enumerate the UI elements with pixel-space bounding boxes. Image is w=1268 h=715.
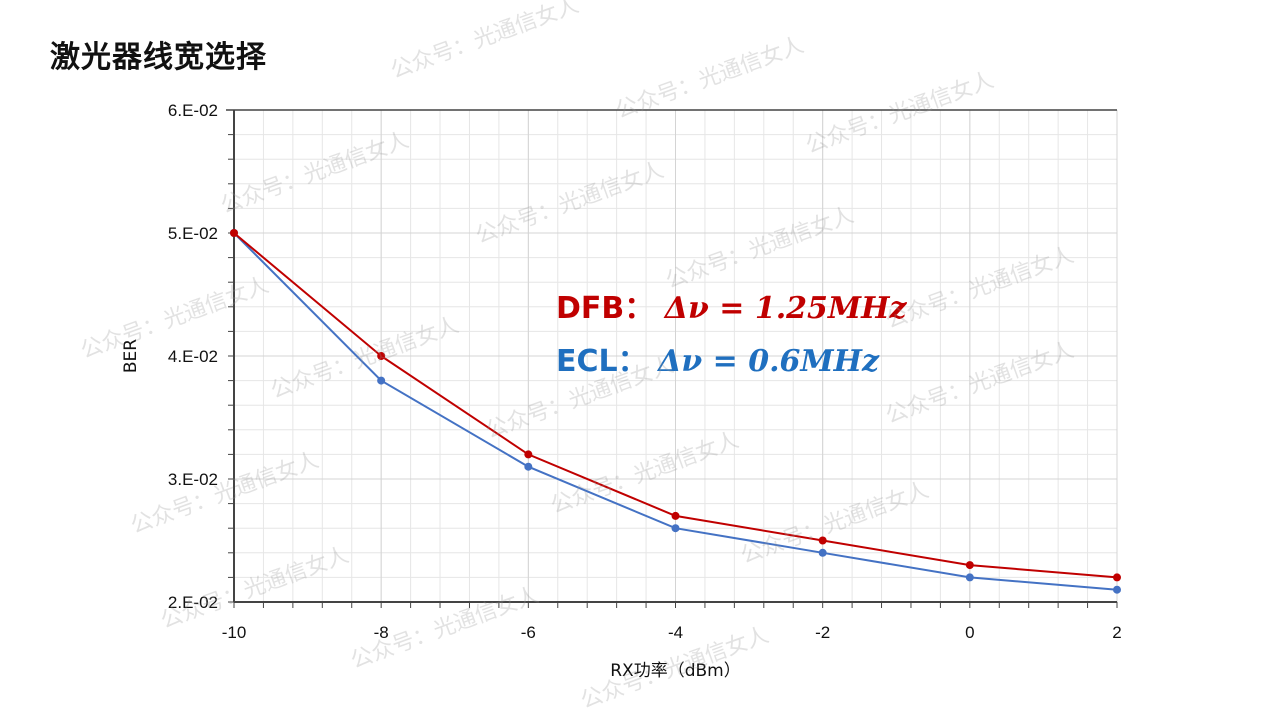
y-axis-label: BER: [121, 339, 141, 373]
data-point-dfb: [671, 511, 680, 520]
y-tick-label: 3.E-02: [168, 470, 218, 489]
annotation-dfb: DFB： Δν = 1.25MHz: [556, 283, 907, 327]
annotation-ecl-label: ECL：: [556, 344, 648, 379]
annotation-dfb-formula: Δν = 1.25MHz: [664, 291, 907, 326]
slide-title: 激光器线宽选择: [50, 40, 267, 75]
data-point-dfb: [1113, 573, 1121, 582]
x-tick-label: 2: [1112, 623, 1121, 642]
data-point-ecl: [818, 548, 827, 557]
y-tick-label: 2.E-02: [168, 593, 218, 612]
data-point-ecl: [671, 524, 680, 533]
x-tick-label: -8: [374, 623, 389, 642]
data-point-dfb: [818, 536, 827, 545]
data-point-dfb: [524, 450, 533, 459]
data-point-dfb: [377, 352, 386, 360]
data-point-dfb: [965, 561, 974, 570]
x-tick-label: -6: [521, 623, 536, 642]
y-tick-label: 6.E-02: [168, 101, 218, 120]
data-point-dfb: [230, 229, 238, 237]
x-tick-label: -10: [222, 623, 247, 642]
data-point-ecl: [965, 573, 974, 582]
x-tick-label: 0: [965, 623, 974, 642]
annotation-ecl: ECL： Δν = 0.6MHz: [556, 336, 879, 380]
data-point-ecl: [377, 376, 386, 385]
x-tick-label: -4: [668, 623, 683, 642]
annotation-ecl-formula: Δν = 0.6MHz: [658, 344, 879, 379]
x-axis-label: RX功率（dBm）: [610, 661, 740, 681]
data-point-ecl: [524, 462, 533, 471]
data-point-ecl: [1113, 585, 1121, 594]
y-tick-label: 5.E-02: [168, 224, 218, 243]
annotation-dfb-label: DFB：: [556, 291, 655, 326]
x-tick-label: -2: [815, 623, 830, 642]
y-tick-label: 4.E-02: [168, 347, 218, 366]
